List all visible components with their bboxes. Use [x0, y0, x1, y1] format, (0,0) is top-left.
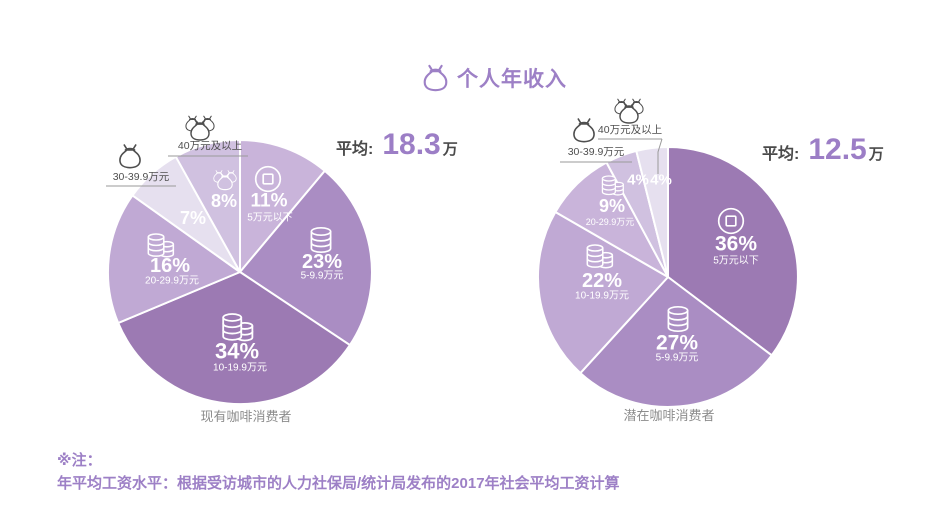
coin-icon [254, 165, 282, 193]
potential-consumers-leader-line-5 [657, 138, 663, 174]
page-title: 个人年收入 [421, 63, 567, 93]
current-consumers-category-1: 5-9.9万元 [301, 271, 344, 282]
current-consumers-category-2: 10-19.9万元 [213, 363, 267, 374]
caption-potential-consumers: 潜在咖啡消费者 [623, 408, 715, 423]
average-prefix: 平均: [762, 146, 800, 163]
potential-consumers-percent-0: 36% [715, 233, 757, 256]
current-consumers-slice-5 [174, 139, 241, 273]
current-consumers-outside-label-5: 40万元及以上 [178, 140, 242, 152]
average-unit: 万 [442, 141, 458, 158]
money-bag-icon [119, 144, 141, 169]
potential-consumers-slice-0 [667, 146, 799, 357]
current-consumers-percent-2: 34% [215, 339, 259, 364]
potential-consumers-percent-4: 4% [627, 172, 649, 189]
potential-consumers-slice-5 [635, 145, 669, 278]
average-prefix: 平均: [336, 141, 374, 158]
money-bags-icon [213, 170, 237, 191]
potential-consumers-slice-1 [579, 276, 773, 408]
potential-consumers-outside-label-5: 40万元及以上 [598, 124, 662, 136]
coin-stack-icon [667, 305, 689, 333]
coin-stacks-icon [222, 313, 254, 342]
current-consumers-percent-3: 16% [150, 255, 190, 277]
coin-icon [717, 207, 745, 235]
current-consumers-category-0: 5万元以下 [247, 213, 293, 224]
potential-consumers-category-0: 5万元以下 [713, 256, 759, 267]
current-consumers-percent-4: 7% [180, 208, 206, 228]
page-title-text: 个人年收入 [457, 68, 567, 91]
potential-consumers-percent-1: 27% [656, 332, 698, 355]
money-bags-icon [185, 115, 215, 141]
current-consumers-category-3: 20-29.9万元 [145, 276, 199, 287]
average-income-potential: 平均: 12.5 万 [762, 133, 884, 167]
average-value: 18.3 [382, 128, 441, 161]
current-consumers-slice-3 [106, 194, 241, 324]
footnote-line1: ※注： [57, 452, 102, 469]
potential-consumers-percent-2: 22% [582, 270, 622, 292]
coin-stacks-icon [147, 233, 175, 258]
potential-consumers-category-2: 10-19.9万元 [575, 291, 629, 302]
footnote-line2: 年平均工资水平：根据受访城市的人力社保局/统计局发布的2017年社会平均工资计算 [57, 474, 620, 492]
potential-consumers-slice-2 [537, 211, 669, 375]
potential-consumers-percent-3: 9% [599, 196, 625, 216]
potential-consumers-percent-5: 4% [650, 172, 672, 189]
caption-current-consumers: 现有咖啡消费者 [200, 409, 292, 424]
current-consumers-percent-5: 8% [211, 191, 237, 211]
average-value: 12.5 [808, 133, 867, 166]
potential-consumers-category-3: 20-29.9万元 [586, 217, 635, 227]
potential-consumers-category-1: 5-9.9万元 [656, 353, 699, 364]
money-bag-icon [573, 118, 595, 143]
average-income-current: 平均: 18.3 万 [336, 128, 458, 162]
money-bags-icon [614, 98, 644, 124]
footnote: ※注： 年平均工资水平：根据受访城市的人力社保局/统计局发布的2017年社会平均… [57, 450, 620, 495]
current-consumers-outside-label-4: 30-39.9万元 [113, 171, 170, 183]
current-consumers-slice-1 [239, 169, 373, 347]
average-unit: 万 [868, 146, 884, 163]
money-bag-icon [423, 64, 448, 92]
coin-stacks-icon [601, 175, 624, 196]
current-consumers-percent-1: 23% [302, 251, 342, 273]
potential-consumers-outside-label-4: 30-39.9万元 [568, 146, 625, 158]
coin-stack-icon [310, 226, 332, 254]
coin-stacks-icon [586, 244, 614, 269]
current-consumers-percent-0: 11% [251, 191, 288, 212]
